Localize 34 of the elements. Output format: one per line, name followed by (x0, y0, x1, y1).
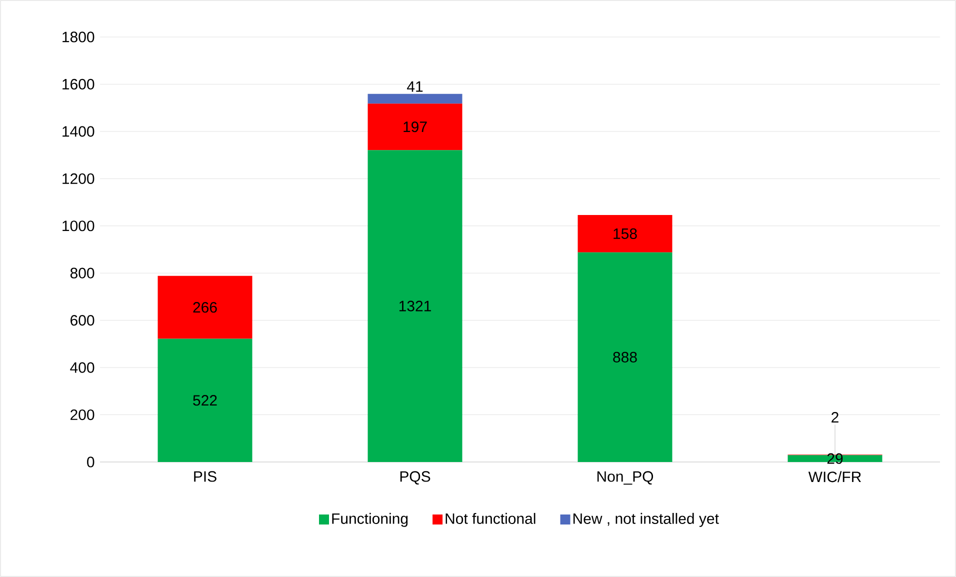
data-label: 41 (407, 81, 423, 92)
y-tick-label: 1400 (62, 126, 94, 137)
bar (368, 150, 462, 462)
data-label: 888 (613, 352, 637, 362)
y-tick-label: 1600 (62, 78, 94, 90)
y-tick-label: 1200 (62, 173, 94, 184)
x-tick-label: PIS (194, 471, 216, 482)
y-tick-label: 800 (70, 268, 94, 278)
bar (368, 104, 462, 150)
x-tick-label: PQS (400, 471, 430, 484)
bar (158, 338, 252, 462)
data-label: 29 (827, 453, 843, 464)
bar (578, 215, 672, 252)
bar (368, 94, 462, 104)
y-tick-label: 0 (87, 456, 94, 468)
bar (158, 276, 252, 339)
bar (788, 455, 882, 462)
data-label: 197 (404, 122, 427, 132)
y-tick-label: 1800 (62, 32, 94, 42)
data-label: 266 (193, 302, 217, 313)
data-label: 2 (832, 412, 838, 422)
data-label: 158 (614, 228, 637, 239)
data-label: 1321 (399, 300, 431, 312)
y-tick-label: 400 (70, 362, 94, 373)
x-tick-label: WIC/FR (808, 471, 861, 482)
bar (578, 252, 672, 462)
x-tick-label: Non_PQ (597, 471, 654, 485)
data-label: 522 (193, 395, 217, 406)
y-tick-label: 600 (70, 315, 94, 326)
legend-label: Not functional (446, 512, 536, 524)
y-tick-label: 1000 (62, 220, 94, 232)
legend-label: New , not installed yet (573, 512, 719, 527)
legend-label: Functioning (332, 512, 408, 527)
y-tick-label: 200 (70, 409, 94, 420)
